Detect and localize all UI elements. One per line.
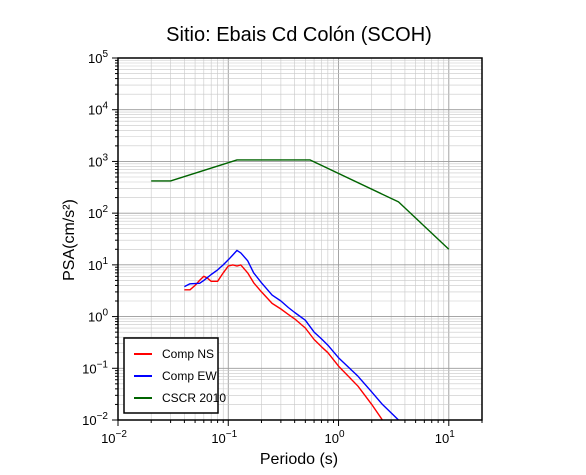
y-tick-label: 10−2	[82, 411, 108, 428]
y-tick-label: 102	[88, 204, 108, 221]
y-tick-label: 103	[88, 152, 108, 169]
series-line-comp-ew	[184, 249, 399, 420]
legend-label-comp-ns: Comp NS	[162, 347, 214, 361]
y-tick-label: 101	[88, 256, 108, 273]
legend-label-cscr-2010: CSCR 2010	[162, 391, 226, 405]
axis-ticks	[112, 57, 483, 426]
legend: Comp NS Comp EW CSCR 2010	[123, 337, 226, 414]
chart-series	[151, 159, 450, 420]
y-tick-label: 105	[88, 49, 108, 66]
x-axis-title: Periodo (s)	[260, 451, 338, 468]
plot-frame	[117, 57, 483, 421]
x-tick-label: 10−1	[211, 429, 237, 446]
y-axis-title: PSA(cm/s²)	[61, 199, 78, 281]
chart-grid	[117, 57, 483, 421]
x-tick-label: 100	[325, 429, 345, 446]
y-tick-label: 100	[88, 308, 108, 325]
y-tick-label: 10−1	[82, 359, 108, 376]
x-tick-label: 10−2	[101, 429, 127, 446]
legend-label-comp-ew: Comp EW	[162, 369, 217, 383]
y-tick-label: 104	[88, 101, 108, 118]
series-line-comp-ns	[184, 264, 383, 420]
series-line-cscr-2010	[151, 159, 450, 250]
chart-title: Sitio: Ebais Cd Colón (SCOH)	[166, 24, 432, 46]
x-tick-label: 101	[435, 429, 455, 446]
